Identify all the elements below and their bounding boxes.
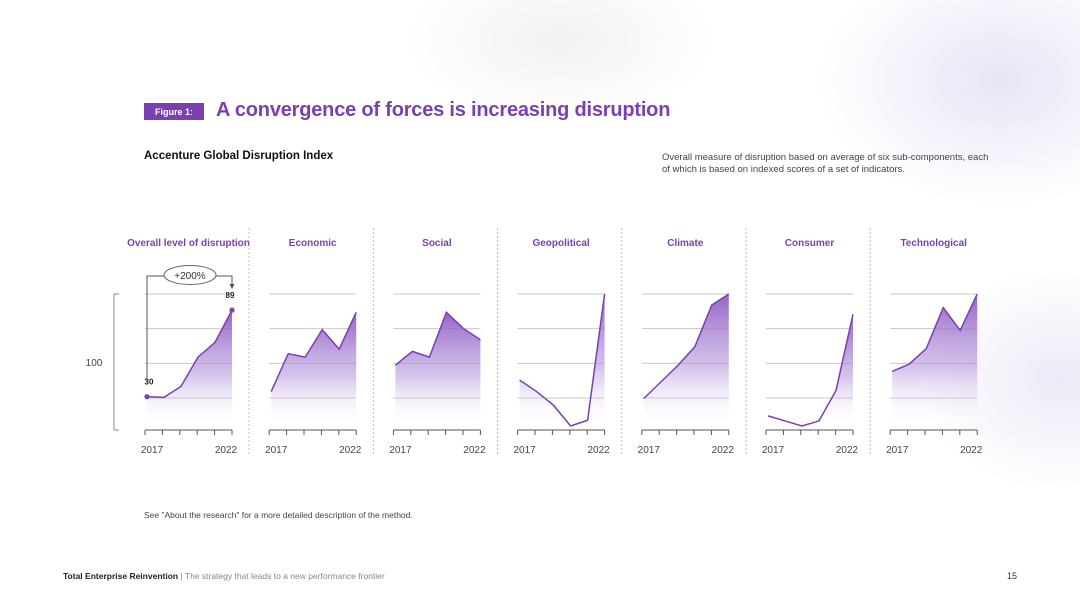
panel-title: Overall level of disruption bbox=[127, 238, 250, 249]
growth-arrow-icon bbox=[229, 284, 235, 289]
panel-title: Social bbox=[422, 238, 452, 249]
x-tick-label: 2022 bbox=[587, 445, 610, 456]
chart-panel-consumer: Consumer 2017 2022 bbox=[745, 228, 859, 456]
footer-separator: | bbox=[178, 571, 185, 581]
data-point bbox=[144, 394, 150, 400]
x-tick-label: 2022 bbox=[712, 445, 735, 456]
chart-panel-social: Social 2017 2022 bbox=[372, 228, 486, 456]
x-tick-label: 2017 bbox=[141, 445, 164, 456]
x-tick-label: 2022 bbox=[960, 445, 983, 456]
panel-title: Technological bbox=[900, 238, 967, 249]
area-fill bbox=[395, 312, 481, 428]
chart-panel-overall-level-of-disruption: Overall level of disruption 2017 2022 30 89 1… bbox=[86, 238, 250, 456]
series-line bbox=[519, 293, 606, 427]
data-label: 89 bbox=[226, 291, 235, 300]
chart-panel-technological: Technological 2017 2022 bbox=[869, 228, 983, 456]
data-label: 30 bbox=[145, 378, 154, 387]
chart-panel-geopolitical: Geopolitical 2017 2022 bbox=[497, 228, 610, 456]
series-line bbox=[643, 293, 730, 400]
index-title: Accenture Global Disruption Index bbox=[144, 150, 334, 162]
series-line bbox=[767, 314, 854, 427]
callout-oval bbox=[163, 265, 217, 285]
y-ref-label: 100 bbox=[86, 358, 103, 369]
figure-badge: Figure 1: bbox=[144, 103, 204, 120]
x-tick-label: 2017 bbox=[513, 445, 536, 456]
series-line bbox=[270, 312, 357, 392]
area-fill bbox=[271, 312, 357, 428]
panel-title: Consumer bbox=[785, 238, 835, 249]
area-fill bbox=[519, 294, 605, 428]
x-tick-label: 2022 bbox=[215, 445, 238, 456]
page-number: 15 bbox=[1007, 571, 1018, 581]
data-point bbox=[229, 307, 235, 313]
figure-title: A convergence of forces is increasing di… bbox=[216, 99, 671, 121]
research-note: See "About the research" for a more deta… bbox=[144, 510, 413, 520]
x-tick-label: 2022 bbox=[836, 445, 859, 456]
footer-tagline: The strategy that leads to a new perform… bbox=[184, 571, 385, 581]
x-tick-label: 2022 bbox=[463, 445, 486, 456]
series-line bbox=[891, 293, 978, 373]
footer: Total Enterprise Reinvention | The strat… bbox=[63, 571, 385, 581]
area-fill bbox=[147, 310, 232, 428]
x-tick-label: 2017 bbox=[389, 445, 412, 456]
panel-title: Economic bbox=[289, 238, 337, 249]
series-line bbox=[394, 311, 481, 366]
chart-panel-economic: Economic 2017 2022 bbox=[248, 228, 362, 456]
x-tick-label: 2022 bbox=[339, 445, 362, 456]
chart-description: Overall measure of disruption based on a… bbox=[662, 152, 989, 175]
y-ref-bracket bbox=[113, 293, 119, 431]
area-fill bbox=[892, 294, 978, 428]
growth-callout: +200% bbox=[174, 271, 206, 282]
chart-panel-climate: Climate 2017 2022 bbox=[621, 228, 735, 456]
x-tick-label: 2017 bbox=[265, 445, 288, 456]
panel-title: Geopolitical bbox=[532, 238, 589, 249]
x-tick-label: 2017 bbox=[638, 445, 661, 456]
footer-brand: Total Enterprise Reinvention bbox=[63, 571, 179, 581]
x-tick-label: 2017 bbox=[762, 445, 785, 456]
series-line bbox=[146, 309, 233, 399]
x-tick-label: 2017 bbox=[886, 445, 909, 456]
area-fill bbox=[643, 294, 729, 428]
panel-title: Climate bbox=[667, 238, 704, 249]
